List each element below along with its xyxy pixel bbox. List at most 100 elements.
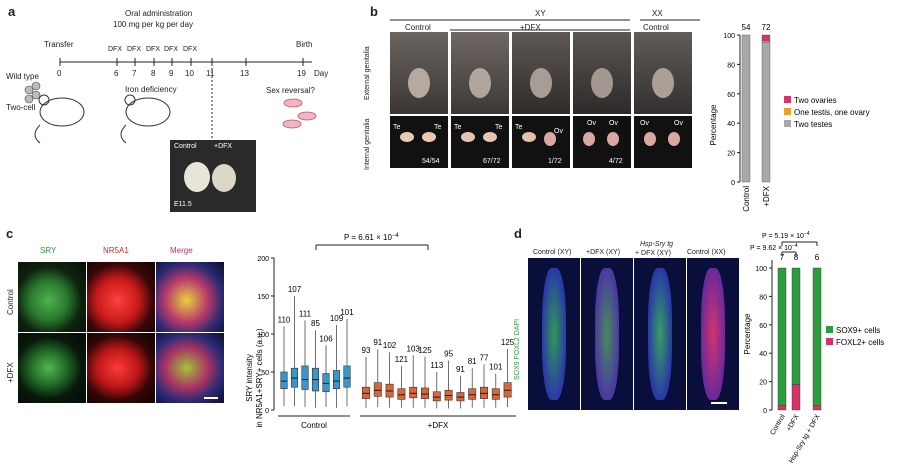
day-6: 6 <box>114 69 119 78</box>
c-control-box <box>343 365 351 388</box>
c-ylabel-2: in NR5A1+SRY+ cells (a.u.) <box>255 328 264 427</box>
c-control-box <box>280 371 288 390</box>
d-p1: P = 5.19 × 10 <box>762 233 804 240</box>
if-merge-control <box>156 262 224 332</box>
dfx-header: +DFX <box>520 23 541 32</box>
c-dfx-n-label: 125 <box>418 346 432 355</box>
external-photo-4 <box>573 32 631 114</box>
panel-a-label: a <box>8 4 16 19</box>
svg-text:P = 9.62 × 10−4: P = 9.62 × 10−4 <box>750 243 798 252</box>
d-bar-segment <box>812 267 822 406</box>
c-ytick-label: 50 <box>261 370 269 377</box>
panel-b-xtick-0: Control <box>742 186 751 212</box>
d-p2-exp: −4 <box>792 243 798 249</box>
te-left-1: Te <box>393 124 401 131</box>
c-pvalue-exp: −4 <box>392 233 400 239</box>
internal-photo-2: Te Te 67/72 <box>451 116 509 168</box>
external-photo-3 <box>512 32 570 114</box>
b-ytick-label: 0 <box>731 180 735 187</box>
dfx-mark-1: DFX <box>108 46 122 53</box>
b-ytick-label: 40 <box>727 121 735 128</box>
c-dfx-n-label: 125 <box>501 338 515 347</box>
d-ytick-label: 100 <box>755 266 767 273</box>
legend-two-ovaries: Two ovaries <box>794 96 837 105</box>
b-bar-segment <box>761 40 771 43</box>
dfx-mark-4: DFX <box>164 46 178 53</box>
col-control-xx: Control (XX) <box>687 249 726 256</box>
panel-d-legend: SOX9+ cells FOXL2+ cells <box>826 326 884 347</box>
if-hsp-sry-dfx <box>634 258 686 410</box>
panel-d-n-2: 6 <box>815 253 820 262</box>
d-p1-exp: −4 <box>804 231 810 237</box>
row-label-internal: Internal genitalia <box>364 118 371 170</box>
embryo-inset-photo: Control +DFX E11.5 <box>170 140 256 212</box>
panel-b-legend: Two ovaries One testis, one ovary Two te… <box>784 96 870 129</box>
b-bar-segment <box>741 34 751 183</box>
c-ytick-label: 0 <box>265 408 269 415</box>
c-control-n-label: 101 <box>340 308 354 317</box>
b-ytick-label: 60 <box>727 92 735 99</box>
c-dfx-n-label: 121 <box>395 355 409 364</box>
sex-reversal-label: Sex reversal? <box>266 86 315 95</box>
count-3: 1/72 <box>548 158 562 165</box>
panel-b-n-0: 54 <box>742 23 751 32</box>
external-photo-5 <box>634 32 692 114</box>
b-ytick-label: 100 <box>723 33 735 40</box>
c-dfx-n-label: 81 <box>468 357 477 366</box>
row-label-external: External genitalia <box>364 46 371 100</box>
ov-label-3: Ov <box>554 128 563 135</box>
c-dfx-box <box>491 388 500 400</box>
day-9: 9 <box>169 69 174 78</box>
external-photo-1 <box>390 32 448 114</box>
ov-left-4: Ov <box>587 120 596 127</box>
b-bar-segment <box>761 34 771 42</box>
inset-dfx-label: +DFX <box>214 143 233 150</box>
wild-type-label: Wild type <box>6 72 39 81</box>
day-10: 10 <box>185 69 194 78</box>
te-left-2: Te <box>454 124 462 131</box>
panel-c-boxplot: SRY intensity in NR5A1+SRY+ cells (a.u.)… <box>245 233 516 430</box>
d-p2: P = 9.62 × 10 <box>750 245 792 252</box>
external-photo-2 <box>451 32 509 114</box>
count-1: 54/54 <box>422 158 440 165</box>
d-xtick-1: +DFX <box>786 413 801 432</box>
panel-d-ylabel: Percentage <box>743 313 752 354</box>
b-ytick-label: 80 <box>727 62 735 69</box>
panel-b-chart: Percentage 0 20 40 60 80 100 54 72 Control +D… <box>709 23 870 212</box>
c-control-n-label: 106 <box>319 334 333 343</box>
d-bar-segment <box>812 405 822 411</box>
c-dfx-n-label: 77 <box>480 353 489 362</box>
legend-two-testes: Two testes <box>794 120 832 129</box>
birth-label: Birth <box>296 40 313 49</box>
control-header-2: Control <box>643 23 669 32</box>
legend-one-testis: One testis, one ovary <box>794 108 870 117</box>
c-control-n-label: 110 <box>278 315 291 324</box>
c-dfx-n-label: 95 <box>444 350 453 359</box>
c-dfx-n-label: 113 <box>430 361 443 370</box>
c-control-n-label: 111 <box>299 309 312 318</box>
day-11: 11 <box>206 69 215 78</box>
c-dfx-box <box>421 387 429 399</box>
day-8: 8 <box>151 69 156 78</box>
panel-c-label: c <box>6 226 14 241</box>
legend-foxl2: FOXL2+ cells <box>836 338 884 347</box>
c-ytick-label: 150 <box>257 294 269 301</box>
col-dfx-xy: +DFX (XY) <box>586 249 621 256</box>
c-dfx-n-label: 91 <box>373 338 382 347</box>
if-nr5a1-dfx <box>87 333 155 403</box>
c-control-box <box>332 370 341 390</box>
c-group-dfx: +DFX <box>428 421 449 430</box>
d-ytick-label: 20 <box>759 380 767 387</box>
panel-b-n-1: 72 <box>762 23 771 32</box>
ov-right-4: Ov <box>609 120 618 127</box>
c-dfx-box <box>373 382 382 397</box>
c-dfx-n-label: 91 <box>456 365 465 374</box>
day-13: 13 <box>240 69 249 78</box>
col-hsp-sry-1: Hsp-Sry tg <box>640 241 674 248</box>
day-0: 0 <box>57 69 62 78</box>
if-dfx-xy <box>581 258 633 410</box>
svg-text:P = 6.61 × 10−4: P = 6.61 × 10−4 <box>344 233 399 242</box>
day-unit-label: Day <box>314 69 329 78</box>
xy-header: XY <box>535 9 546 18</box>
c-control-n-label: 85 <box>311 319 320 328</box>
